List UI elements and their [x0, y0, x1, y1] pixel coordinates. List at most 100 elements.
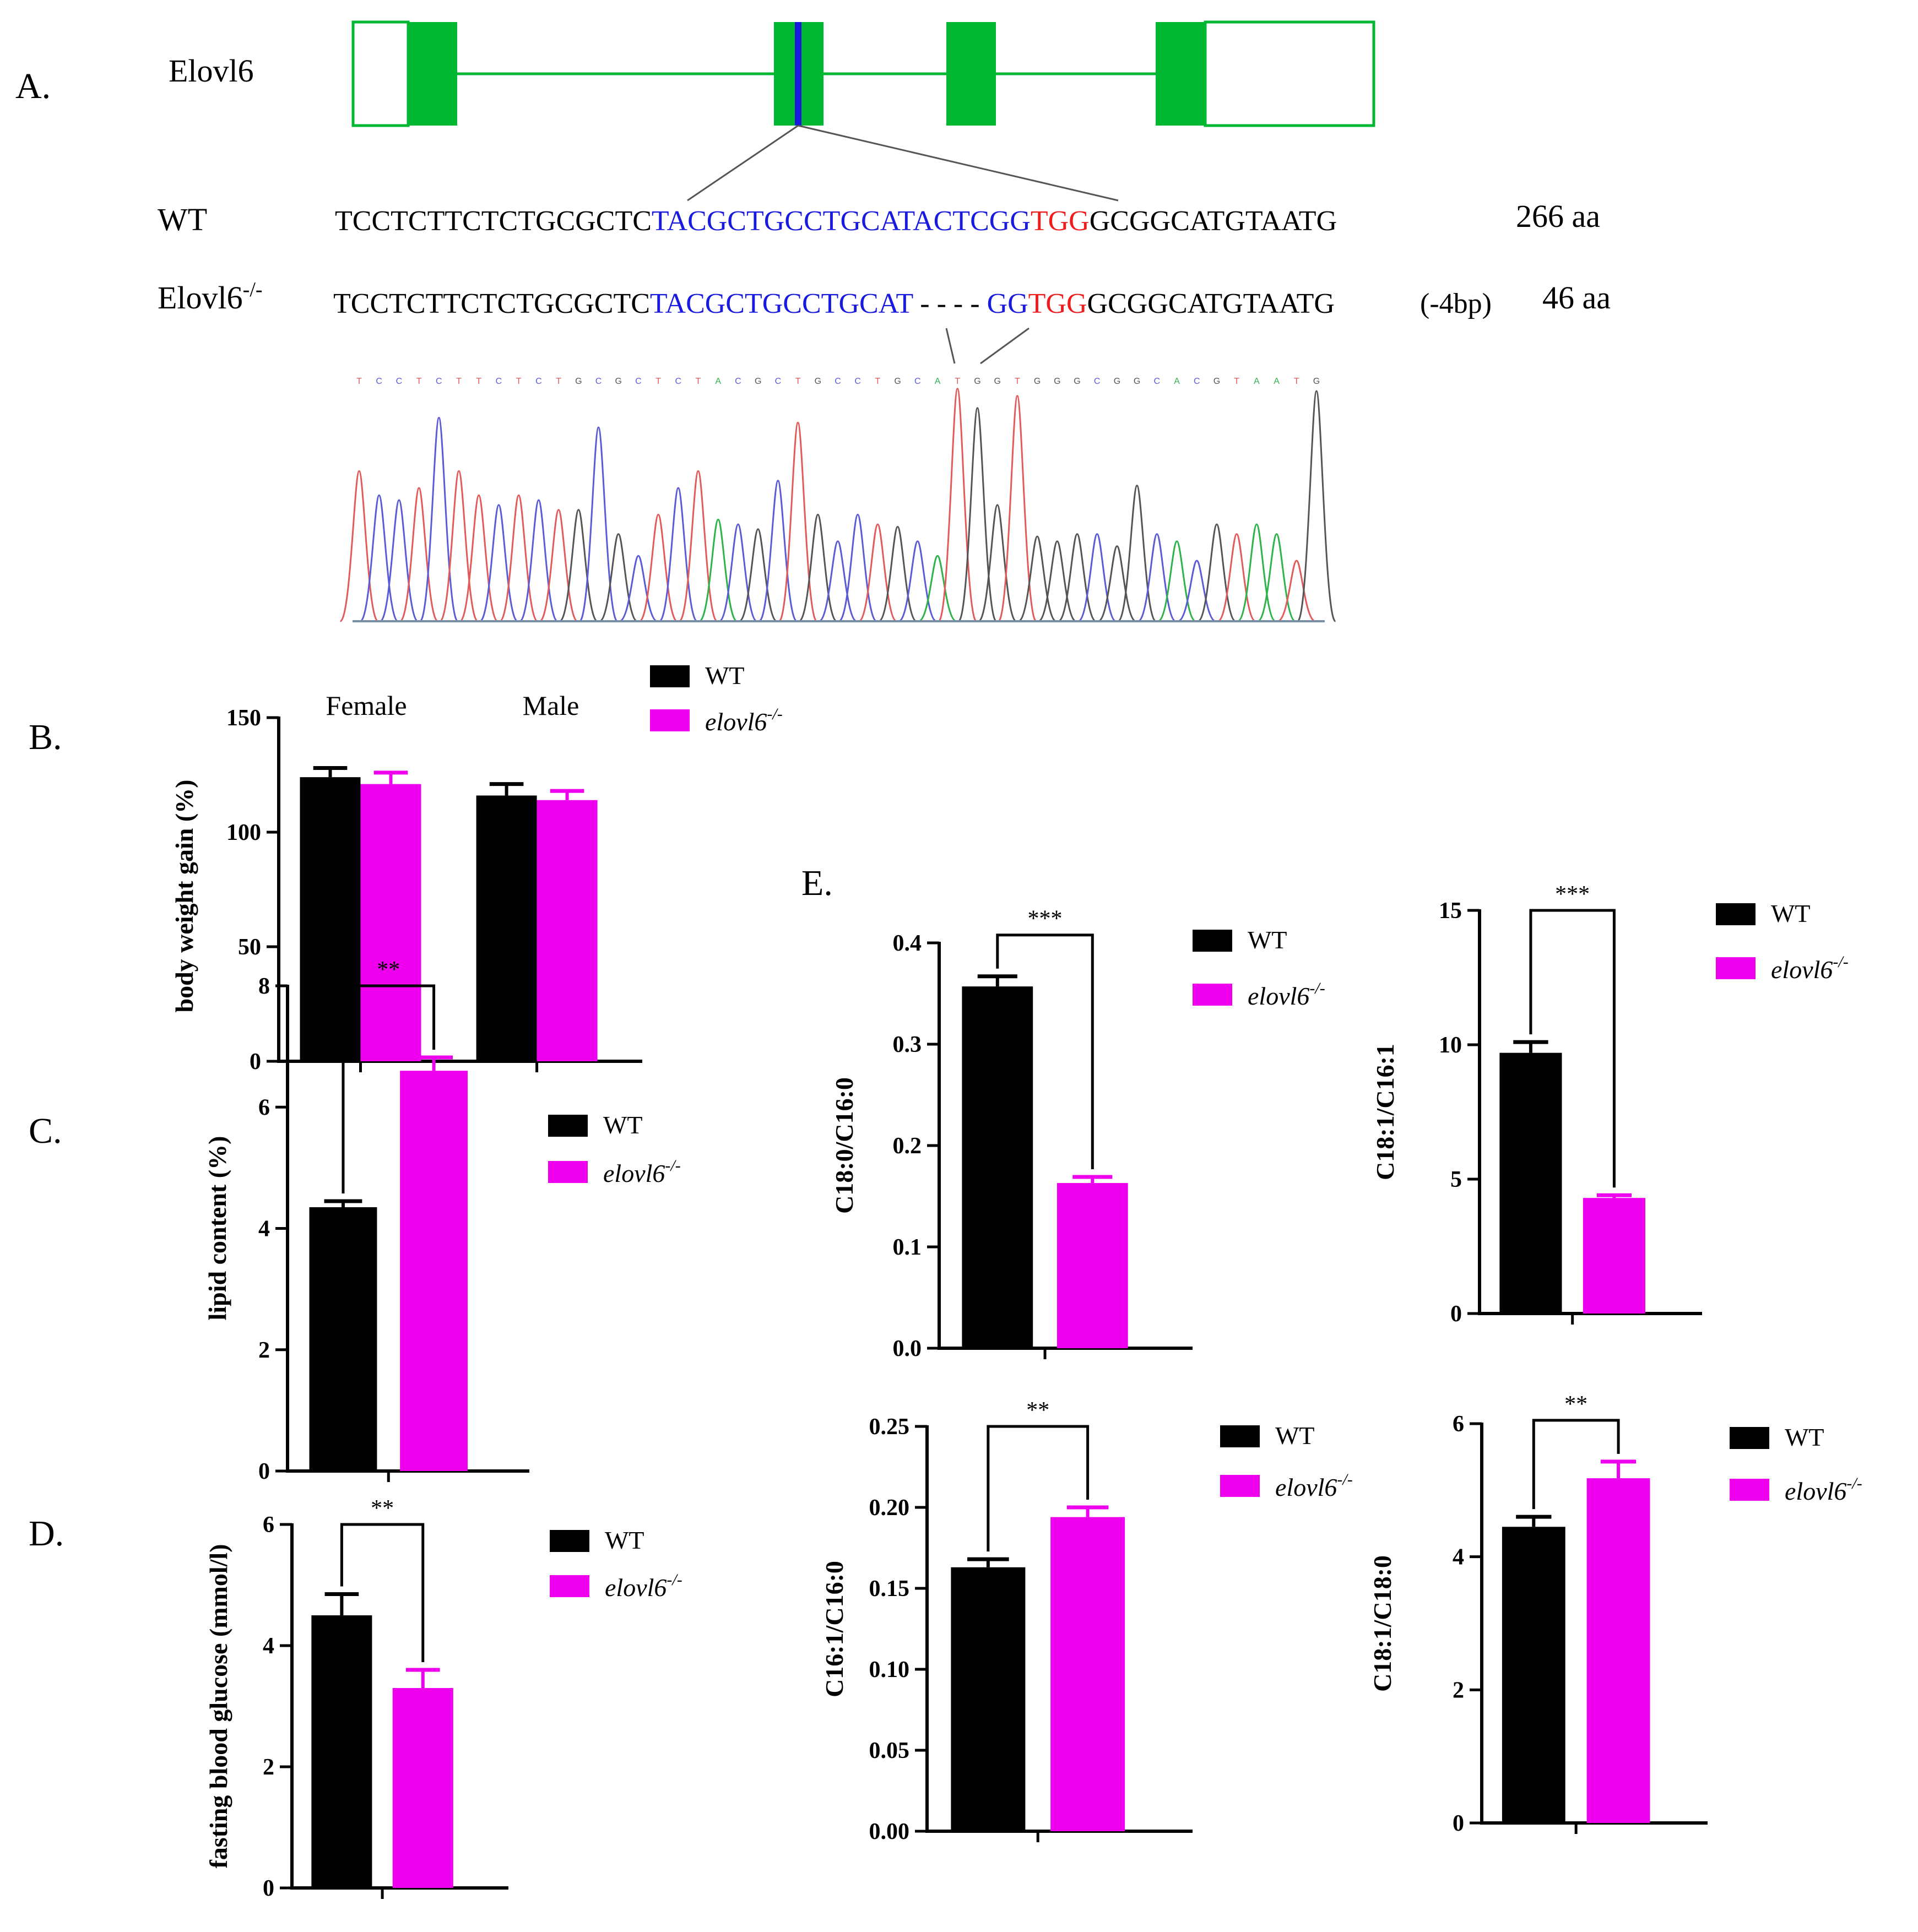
trace-base-48: G — [1313, 377, 1320, 386]
trace-peak-6 — [459, 494, 499, 622]
trace-base-3: T — [416, 377, 422, 386]
ko-label-main: Elovl6 — [158, 280, 243, 316]
y-tick-label-0: 0 — [1450, 1301, 1462, 1327]
legend-ko-sup: -/- — [1833, 953, 1848, 971]
trace-peak-10 — [539, 509, 578, 622]
y-tick-label-0: 0.00 — [869, 1819, 910, 1844]
y-axis-label: lipid content (%) — [203, 1136, 231, 1321]
y-axis-label: body weight gain (%) — [170, 780, 198, 1013]
ko-seq-gap: - - - - — [913, 288, 987, 319]
wt-seq-guide: TACGCTGCCTGCATACTCGG — [652, 205, 1031, 237]
significance-label: ** — [1564, 1392, 1588, 1417]
legend-label-ko: elovl6-/- — [1785, 1474, 1862, 1505]
legend-swatch-ko — [550, 1575, 589, 1597]
trace-peak-15 — [638, 513, 678, 622]
trace-peak-45 — [1237, 523, 1276, 622]
y-tick-label-0: 0 — [258, 1459, 270, 1484]
chart-E2: 0 5 10 15 C18:1/C16:1 *** WT elovl6-/- — [1371, 882, 1849, 1327]
y-axis-label: C18:1/C16:1 — [1371, 1044, 1399, 1180]
trace-base-26: T — [875, 377, 881, 386]
trace-peak-25 — [838, 513, 877, 622]
ko-label-sup: -/- — [243, 278, 263, 301]
trace-peak-0 — [339, 470, 379, 622]
legend-label-ko: elovl6-/- — [1771, 953, 1849, 984]
zoom-line-right — [798, 124, 1119, 202]
legend-label-wt: WT — [1275, 1421, 1315, 1450]
trace-base-13: G — [615, 377, 621, 386]
panel-a: A. Elovl6 WT TCCTCTTCTCTGCGCTCTACGCTGCCT… — [15, 20, 1611, 622]
legend-ko-sup: -/- — [767, 705, 782, 723]
trace-peak-11 — [559, 509, 598, 622]
trace-peak-39 — [1117, 485, 1157, 622]
legend-swatch-ko — [1716, 957, 1756, 979]
trace-peak-34 — [1017, 535, 1057, 622]
y-tick-label-2: 100 — [226, 820, 261, 845]
significance-bracket — [340, 1523, 425, 1662]
trace-base-29: A — [935, 377, 941, 386]
y-axis-label: C18:0/C16:0 — [830, 1077, 858, 1214]
legend-ko-name: elovl6 — [1771, 956, 1833, 984]
trace-peak-12 — [578, 426, 619, 622]
trace-base-16: C — [675, 377, 682, 386]
legend-ko-sup: -/- — [1309, 979, 1325, 997]
trace-base-34: G — [1034, 377, 1041, 386]
trace-base-7: C — [496, 377, 502, 386]
bar-E2-ko-0 — [1583, 1198, 1645, 1314]
legend-ko-sup: -/- — [667, 1571, 682, 1589]
legend-ko-name: elovl6 — [603, 1159, 665, 1187]
trace-base-1: C — [376, 377, 382, 386]
trace-base-12: C — [595, 377, 602, 386]
legend-swatch-wt — [1730, 1427, 1769, 1449]
ko-sequence: TCCTCTTCTCTGCGCTCTACGCTGCCTGCAT - - - - … — [333, 288, 1335, 319]
legend-swatch-ko — [1730, 1479, 1769, 1501]
bar-B-ko-0 — [360, 784, 421, 1061]
trace-peak-43 — [1197, 523, 1237, 622]
trace-base-22: T — [795, 377, 801, 386]
trace-base-0: T — [356, 377, 362, 386]
y-tick-label-0: 0 — [263, 1876, 274, 1901]
wt-seq-pre: TCCTCTTCTCTGCGCTC — [335, 205, 652, 237]
y-tick-label-0: 0 — [1453, 1811, 1464, 1836]
trace-base-18: A — [715, 377, 721, 386]
trace-base-21: C — [775, 377, 782, 386]
trace-base-47: T — [1294, 377, 1299, 386]
trace-base-37: C — [1094, 377, 1101, 386]
utr-5prime — [351, 20, 410, 127]
trace-base-38: G — [1114, 377, 1120, 386]
legend-swatch-wt — [548, 1115, 588, 1137]
chart-B: B. 0 50 100 150 body weight gain (%) Female Mal… — [29, 661, 783, 1074]
gene-name: Elovl6 — [169, 53, 254, 89]
trace-base-36: G — [1074, 377, 1080, 386]
significance-label: ** — [1026, 1398, 1049, 1423]
junction-line-left — [945, 328, 956, 364]
wt-label: WT — [158, 202, 207, 237]
trace-peak-46 — [1257, 533, 1296, 622]
trace-peak-4 — [419, 416, 459, 622]
trace-base-6: T — [476, 377, 481, 386]
y-tick-label-1: 2 — [1453, 1678, 1464, 1703]
exon-3 — [946, 22, 996, 126]
ko-seq-pre: TCCTCTTCTCTGCGCTC — [333, 288, 650, 319]
trace-base-28: C — [914, 377, 921, 386]
y-tick-label-5: 0.25 — [869, 1414, 910, 1440]
bar-E4-ko-0 — [1586, 1478, 1650, 1823]
trace-peak-35 — [1038, 540, 1077, 622]
significance-label: ** — [371, 1496, 394, 1521]
y-tick-label-3: 0.15 — [869, 1576, 910, 1602]
legend-label-wt: WT — [1771, 899, 1811, 927]
trace-base-8: T — [516, 377, 522, 386]
y-tick-label-4: 0.20 — [869, 1495, 910, 1521]
legend-label-wt: WT — [705, 661, 745, 690]
trace-peak-40 — [1137, 533, 1177, 622]
trace-base-44: T — [1234, 377, 1239, 386]
trace-base-41: A — [1174, 377, 1180, 386]
legend-label-wt: WT — [605, 1526, 644, 1554]
legend-ko-name: elovl6 — [1275, 1473, 1337, 1501]
trace-peak-7 — [479, 504, 518, 622]
trace-base-46: A — [1274, 377, 1280, 386]
trace-peak-30 — [938, 388, 978, 622]
trace-base-11: G — [575, 377, 582, 386]
significance-label: *** — [1028, 907, 1063, 932]
legend-label-wt: WT — [1785, 1423, 1824, 1451]
trace-base-27: G — [894, 377, 901, 386]
